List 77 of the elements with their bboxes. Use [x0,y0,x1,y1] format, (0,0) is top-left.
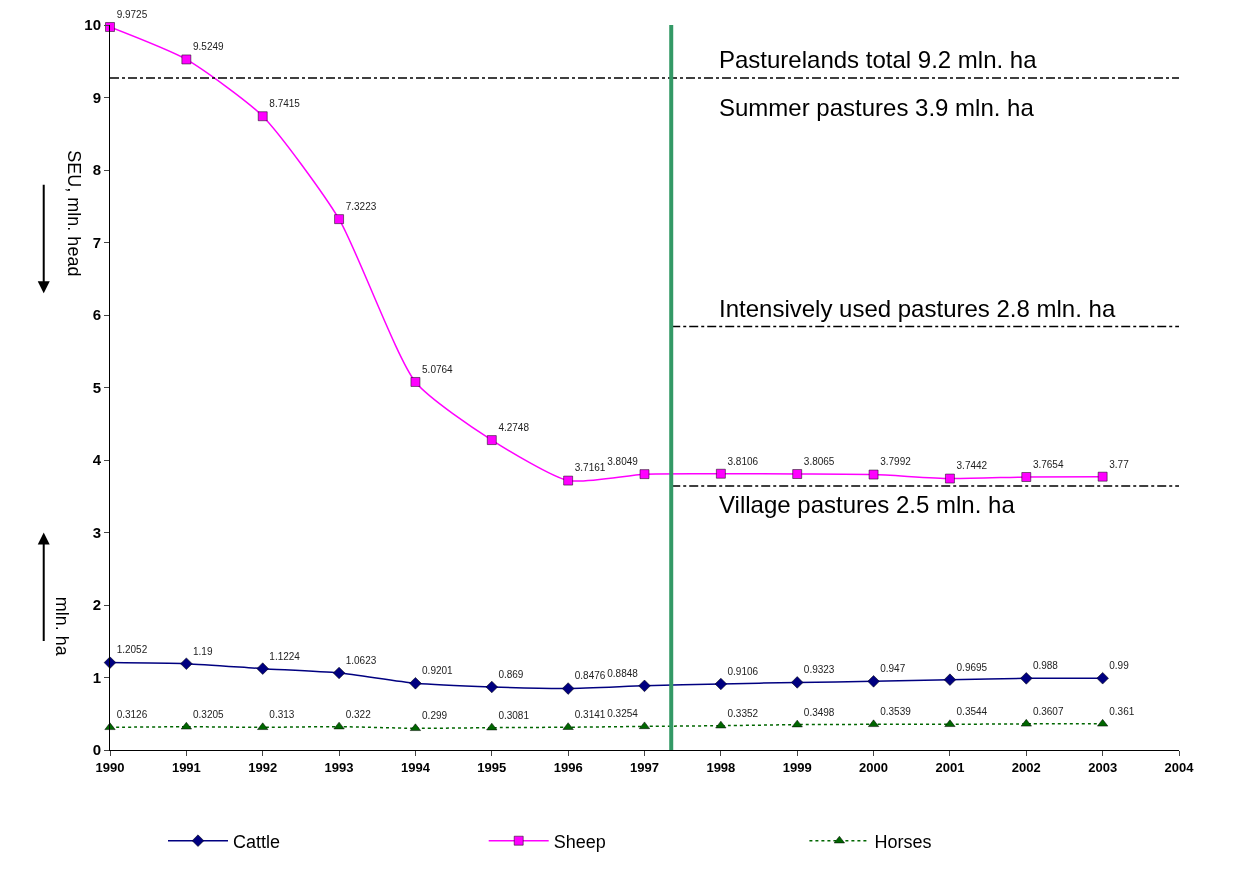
x-tick-label: 1991 [171,759,201,775]
data-label: 0.9323 [803,664,835,676]
data-label: 0.299 [422,710,448,722]
y-tick-label: 10 [84,16,101,34]
data-label: 3.77 [1109,458,1130,470]
data-label: 0.361 [1109,705,1135,717]
data-label: 0.9695 [956,661,988,673]
legend-label: Cattle [233,831,281,852]
data-label: 0.9201 [422,665,454,677]
x-tick-label: 2001 [935,759,965,775]
data-label: 1.2052 [116,644,148,656]
data-label: 0.99 [1109,660,1130,672]
data-label: 0.947 [880,663,906,675]
data-label: 0.3126 [116,709,148,721]
data-label: 1.1224 [269,650,301,662]
data-label: 3.8049 [607,456,639,468]
data-label: 0.3254 [607,708,639,720]
data-label: 7.3223 [345,201,377,213]
y-tick-label: 2 [92,596,101,614]
data-label: 4.2748 [498,421,530,433]
data-label: 0.8476 [574,670,606,682]
data-label: 1.19 [192,645,213,657]
data-label: 0.3205 [192,708,225,720]
data-label: 3.7654 [1032,458,1064,470]
data-label: 3.7992 [880,456,912,468]
data-label: 3.7442 [956,460,988,472]
y-tick-label: 7 [92,233,101,251]
data-label: 0.3539 [880,706,912,718]
y-tick-label: 3 [92,523,101,541]
x-tick-label: 1997 [630,759,659,775]
data-label: 0.988 [1032,660,1059,672]
y-tick-label: 1 [92,668,101,686]
data-label: 9.9725 [116,8,148,20]
y-tick-label: 4 [92,451,102,469]
data-label: 0.313 [269,709,295,721]
x-tick-label: 2003 [1088,759,1118,775]
x-tick-label: 2004 [1164,759,1195,775]
x-tick-label: 2002 [1011,759,1041,775]
text: mln. ha [51,596,72,657]
data-label: 0.869 [498,668,524,680]
y-tick-label: 8 [92,161,101,179]
x-tick-label: 1990 [95,759,125,775]
x-tick-label: 1996 [553,759,583,775]
x-tick-label: 1995 [477,759,507,775]
data-label: 3.8065 [803,455,835,467]
data-label: 8.7415 [269,98,301,110]
x-tick-label: 1994 [400,759,431,775]
ref-line-label: Village pastures 2.5 mln. ha [719,491,1016,518]
data-label: 0.3498 [803,706,835,718]
data-label: 0.322 [345,708,372,720]
data-label: 0.3352 [727,707,759,719]
x-tick-label: 1999 [782,759,812,775]
x-tick-label: 1998 [706,759,736,775]
x-tick-label: 1993 [324,759,354,775]
ref-line-label: Pasturelands total 9.2 mln. ha [719,46,1038,73]
legend-label: Horses [874,831,932,852]
data-label: 0.9106 [727,665,759,677]
data-label: 0.3141 [574,709,606,721]
data-label: 0.3544 [956,706,988,718]
data-label: 9.5249 [192,41,225,53]
data-label: 5.0764 [422,363,454,375]
data-label: 0.3081 [498,709,530,721]
x-tick-label: 1992 [248,759,278,775]
data-label: 3.8106 [727,455,759,467]
ref-line-label: Intensively used pastures 2.8 mln. ha [719,295,1116,322]
y-tick-label: 5 [92,378,101,396]
y-tick-label: 6 [92,306,101,324]
y-axis-title: SEU, mln. head [64,150,85,277]
data-label: 0.8848 [607,667,639,679]
data-label: 0.3607 [1032,705,1064,717]
annotation: Summer pastures 3.9 mln. ha [719,94,1035,121]
data-label: 3.7161 [574,462,606,474]
y-tick-label: 0 [92,741,101,759]
data-label: 1.0623 [345,654,377,666]
x-tick-label: 2000 [859,759,889,775]
legend-label: Sheep [553,831,606,852]
y-tick-label: 9 [92,88,101,106]
